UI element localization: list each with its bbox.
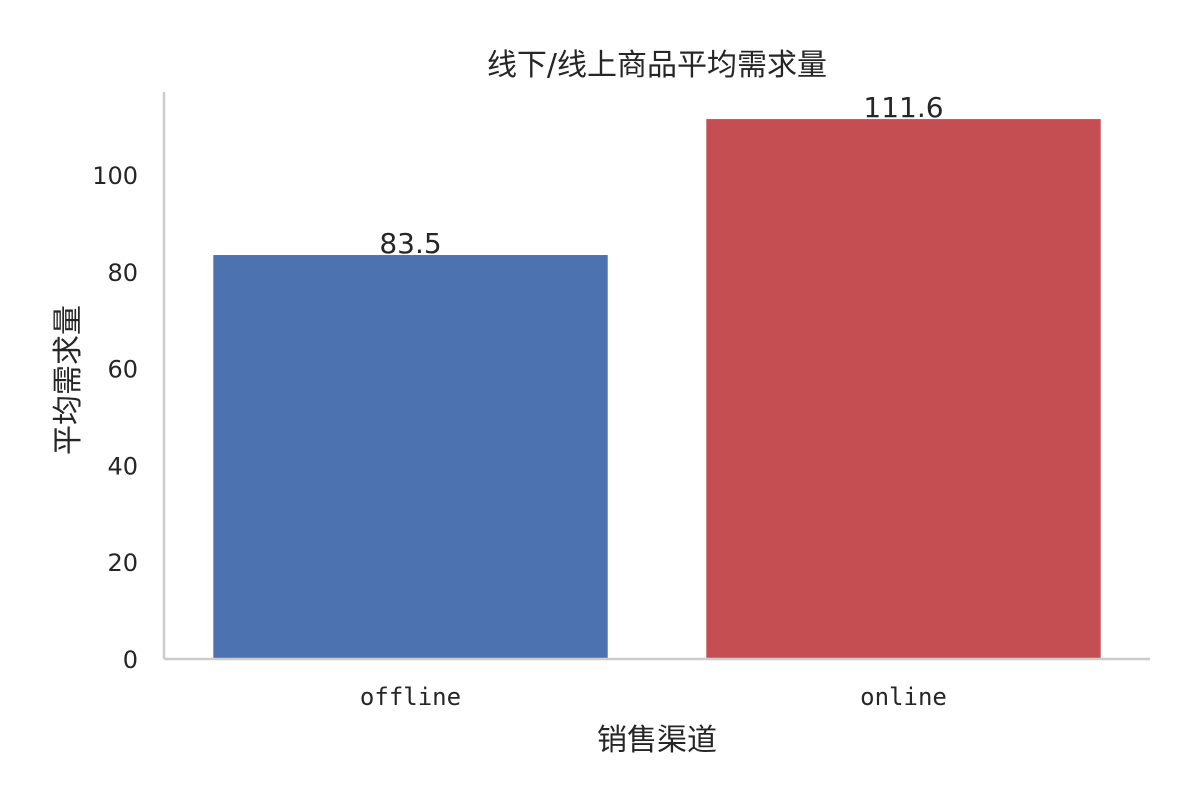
data-label-online: 111.6 — [863, 91, 943, 124]
data-label-offline: 83.5 — [379, 227, 441, 260]
y-tick-label: 80 — [107, 259, 138, 287]
chart-title: 线下/线上商品平均需求量 — [487, 48, 827, 83]
y-ticks-group: 0 20 40 60 80 100 — [92, 162, 138, 674]
y-tick-label: 60 — [107, 356, 138, 384]
x-tick-label-offline: offline — [360, 683, 461, 711]
x-ticks-group: offline online — [360, 683, 947, 711]
data-labels-group: 83.5 111.6 — [379, 91, 943, 260]
x-axis-label: 销售渠道 — [597, 723, 717, 758]
bar-online — [706, 119, 1101, 659]
y-tick-label: 40 — [107, 452, 138, 480]
y-tick-label: 100 — [92, 162, 138, 190]
bar-offline — [213, 255, 608, 659]
bars-group — [213, 119, 1101, 659]
x-tick-label-online: online — [860, 683, 947, 711]
y-tick-label: 20 — [107, 549, 138, 577]
y-axis-label: 平均需求量 — [51, 305, 86, 455]
y-tick-label: 0 — [123, 646, 138, 674]
